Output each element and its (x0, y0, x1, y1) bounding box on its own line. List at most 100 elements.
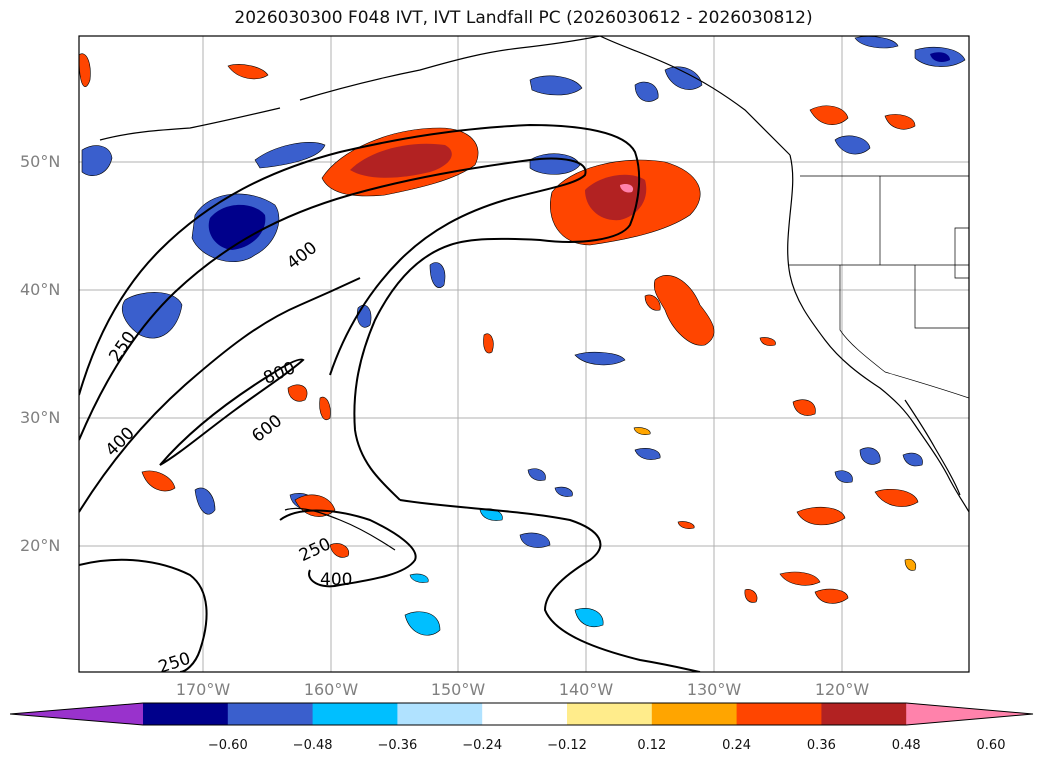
orange-bc (809, 105, 849, 125)
orange-mid2 (287, 384, 308, 402)
ivt-map: 400 250 800 400 600 250 400 250 (78, 35, 970, 673)
colorbar-segments (10, 702, 1034, 726)
blue-blob-nw (81, 145, 113, 176)
colorbar-tick-label: 0.12 (637, 738, 667, 753)
blue-blob-ne3 (664, 66, 703, 90)
colorbar-segment (736, 703, 822, 725)
colorbar-extend-high (906, 703, 1033, 725)
lon-label: 150°W (430, 680, 486, 699)
blue-strip-north (254, 142, 326, 169)
orange-bc2 (884, 114, 916, 130)
blue-blob-s9 (554, 486, 573, 497)
colorbar-tick-label: −0.36 (377, 738, 418, 753)
north-american-west-coast (787, 154, 969, 513)
contour-label: 400 (320, 570, 352, 590)
orange-e5 (814, 588, 849, 604)
colorbar-extend-low (10, 703, 143, 725)
lon-label: 140°W (558, 680, 614, 699)
blue-blob-s4 (634, 448, 661, 460)
blue-blob-s7 (409, 573, 429, 583)
orange-tiny1 (644, 294, 661, 311)
alaska-mainland-coast (599, 36, 791, 156)
blue-blob-mid2 (357, 304, 372, 328)
orange-e4 (779, 571, 821, 586)
blue-blob-ne2 (634, 81, 659, 102)
colorbar-tick-label: 0.36 (806, 738, 836, 753)
contour-south-400 (399, 499, 701, 672)
colorbar-segment (227, 703, 314, 725)
blue-core-corner (930, 52, 950, 62)
lon-label: 160°W (303, 680, 359, 699)
colorbar-tick-label: −0.12 (547, 738, 587, 753)
contour-south-250 (79, 558, 208, 672)
darkred-north-pacific (350, 143, 452, 178)
hawaiian-islands (284, 507, 396, 551)
orange-e3 (796, 506, 846, 526)
colorbar-tick-label: −0.24 (462, 738, 503, 753)
colorbar-segment (482, 703, 568, 725)
coastlines (99, 36, 969, 551)
colorbar-segment (143, 703, 229, 725)
lon-label: 130°W (686, 680, 742, 699)
blue-blob-s3 (574, 608, 604, 628)
blue-blob-e3 (834, 470, 853, 483)
contour-400-outer (79, 157, 587, 441)
orange-mid1 (483, 333, 494, 354)
orange-sw1 (141, 470, 176, 492)
blue-coast (834, 135, 871, 155)
contour-250-outer (79, 123, 641, 501)
colorbar-segment (651, 703, 738, 725)
ivt-contours (79, 123, 701, 672)
lon-label: 170°W (175, 680, 231, 699)
colorbar-tick-label: −0.60 (207, 738, 248, 753)
baja-california-coast (904, 399, 961, 496)
orange-e7 (904, 558, 917, 571)
colorbar-tick-label: 0.48 (891, 738, 921, 753)
contour-hawaii-loop (279, 509, 417, 588)
lat-label: 50°N (20, 152, 61, 171)
blue-blob-s8 (527, 468, 546, 481)
contour-600 (79, 277, 361, 513)
orange-e2 (874, 489, 919, 507)
blue-blob-e1 (859, 447, 881, 465)
orange-mid3 (319, 396, 331, 420)
colorbar-tick-label: 0.60 (976, 738, 1006, 753)
colorbar-tick-label: −0.48 (292, 738, 333, 753)
orange-streak-east (653, 275, 715, 346)
lat-label: 30°N (20, 408, 61, 427)
orange-s2 (329, 543, 350, 558)
contour-800 (159, 358, 305, 466)
colorbar-outline (10, 702, 1034, 726)
lat-label: 40°N (20, 280, 61, 299)
gridlines (79, 36, 969, 672)
orange-e9 (677, 521, 695, 529)
orange-e10 (633, 427, 651, 435)
map-title: 2026030300 F048 IVT, IVT Landfall PC (20… (234, 8, 813, 28)
colorbar-segment (567, 703, 653, 725)
blue-blob-mid3 (574, 351, 626, 366)
colorbar-segment (397, 703, 483, 725)
alaska-peninsula-coast (299, 36, 601, 101)
blue-blob-core (208, 204, 266, 250)
blue-blob-ne1 (529, 75, 583, 96)
negative-anomaly-regions (81, 36, 966, 636)
colorbar (10, 702, 1034, 726)
positive-anomaly-regions (79, 53, 919, 604)
lat-label: 20°N (20, 536, 61, 555)
aleutian-islands (99, 107, 281, 141)
blue-blob-e2 (902, 452, 923, 467)
blue-blob-sw (194, 487, 216, 515)
orange-north-small (227, 64, 269, 80)
orange-west-edge (79, 53, 91, 87)
colorbar-tick-label: 0.24 (722, 738, 752, 753)
orange-e8 (759, 337, 776, 346)
colorbar-segment (312, 703, 398, 725)
blue-blob-s2 (404, 611, 441, 636)
orange-e1 (792, 399, 816, 416)
plot-frame (78, 35, 970, 673)
blue-blob-s1 (519, 532, 551, 548)
pink-gulf-alaska (620, 183, 634, 193)
lon-label: 120°W (814, 680, 870, 699)
colorbar-segment (821, 703, 907, 725)
plot-area (79, 36, 969, 672)
